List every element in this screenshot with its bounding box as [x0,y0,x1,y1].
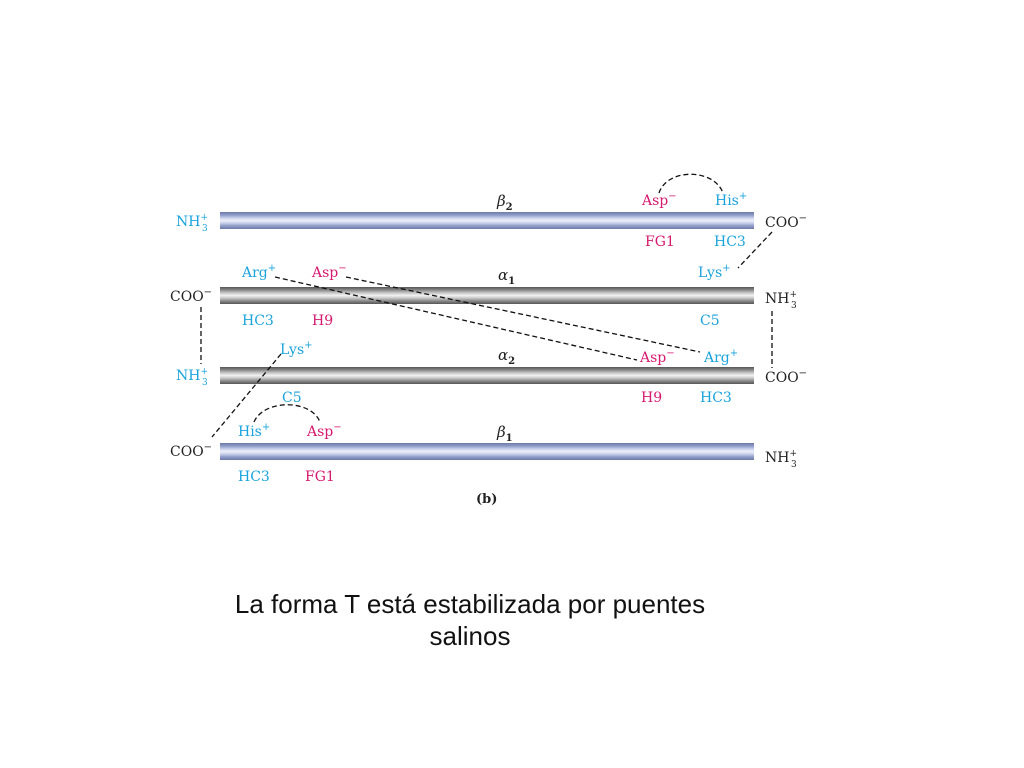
panel-label: (b) [476,492,497,507]
alpha2-nterm-label: NH+ 3 [176,367,208,388]
bridge-alpha1-arg-alpha2-asp [274,276,638,361]
beta1-chain-label: β1 [496,423,513,444]
beta2-asp-label: Asp− [641,191,677,209]
beta2-his-label: His+ [715,191,747,209]
alpha2-hc3-label: HC3 [700,390,732,406]
alpha1-hc3-label: HC3 [242,313,274,329]
bridge-alpha1-asp-alpha2-arg [345,276,701,353]
beta1-chain-band [220,443,754,460]
alpha1-asp-label: Asp− [311,263,347,281]
alpha1-cterm-label: COO− [170,287,212,305]
beta2-chain-label: β2 [496,192,513,213]
slide-caption: La forma T está estabilizada por puentes… [170,588,770,652]
beta1-asp-label: Asp− [306,422,342,440]
beta1-hc3-label: HC3 [238,469,270,485]
alpha2-lys-label: Lys+ [280,340,313,358]
caption-line-1: La forma T está estabilizada por puentes [234,589,706,619]
beta1-fg1-label: FG1 [305,469,335,485]
alpha2-chain-label: α2 [498,346,515,367]
beta2-chain-band [220,212,754,229]
bridge-beta1-his-asp [253,404,321,423]
alpha1-chain-label: α1 [498,266,515,287]
alpha2-arg-label: Arg+ [703,348,738,366]
alpha1-arg-label: Arg+ [241,263,276,281]
alpha1-chain-band [220,287,754,304]
caption-line-2: salinos [429,621,511,651]
beta1-his-label: His+ [238,422,270,440]
alpha1-lys-label: Lys+ [698,263,731,281]
beta2-cterm-label: COO− [765,213,807,231]
alpha1-h9-label: H9 [312,313,333,329]
alpha2-chain-band [220,367,754,384]
alpha2-cterm-label: COO− [765,368,807,386]
alpha2-h9-label: H9 [641,390,662,406]
beta2-fg1-label: FG1 [645,234,675,250]
beta2-nterm-label: NH+ 3 [176,213,208,234]
alpha1-c5-label: C5 [700,313,720,329]
beta1-cterm-label: COO− [170,442,212,460]
alpha1-nterm-label: NH+ 3 [765,290,797,311]
beta2-hc3-label: HC3 [714,234,746,250]
alpha2-asp-label: Asp− [639,348,675,366]
bridge-beta2-cterm-alpha1-lys [737,231,773,269]
beta1-nterm-label: NH+ 3 [765,449,797,470]
bridge-alpha2-lys-beta1-cterm [211,353,282,438]
alpha2-c5-label: C5 [282,390,302,406]
